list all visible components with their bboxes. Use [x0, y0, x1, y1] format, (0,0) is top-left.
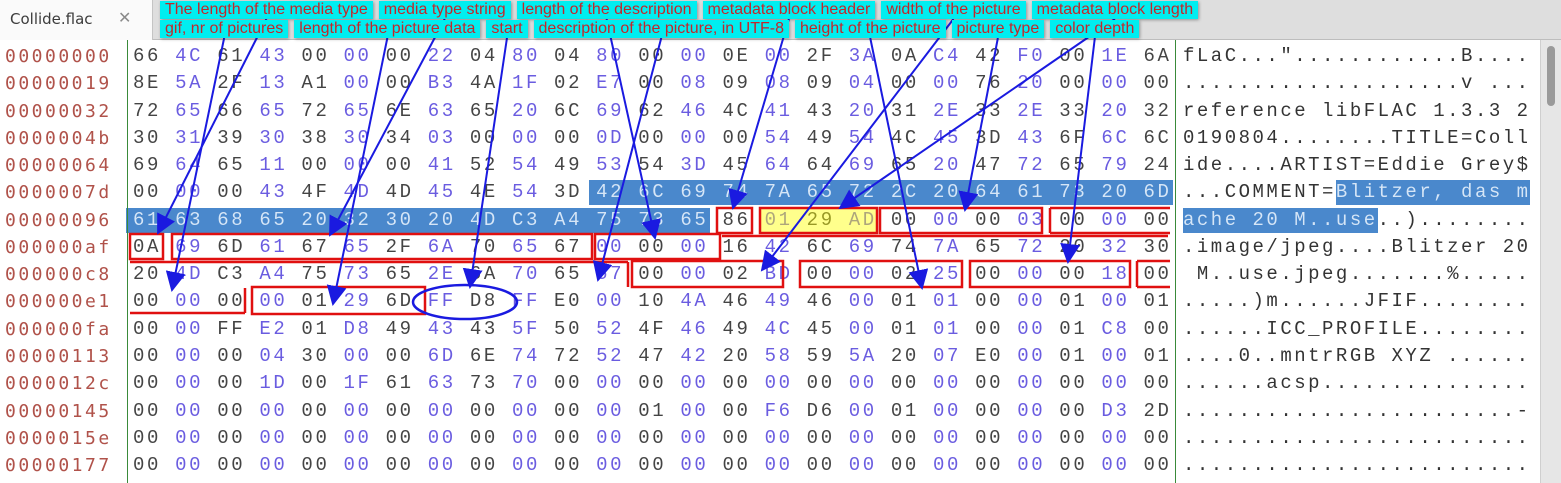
tab-title: Collide.flac: [10, 10, 93, 28]
ascii-text[interactable]: reference libFLAC 1.3.3 2: [1183, 99, 1531, 122]
ascii-text[interactable]: .........................: [1183, 454, 1531, 477]
hex-bytes[interactable]: 66 4C 61 43 00 00 00 22 04 80 04 80 00 0…: [133, 45, 1172, 67]
hex-bytes[interactable]: 8E 5A 2F 13 A1 00 00 B3 4A 1F 02 E7 00 0…: [133, 72, 1172, 95]
callout-panel: The length of the media type media type s…: [160, 1, 1538, 39]
ascii-text[interactable]: fLaC..."............B....: [1183, 45, 1531, 67]
callout-media-type-string: media type string: [378, 1, 511, 19]
hex-bytes[interactable]: 00 00 00 00 00 00 00 00 00 00 00 00 00 0…: [133, 454, 1172, 477]
hex-bytes[interactable]: 00 00 00 00 01 29 6D FF D8 FF E0 00 10 4…: [133, 290, 1172, 313]
callout-picture-data-length: length of the picture data: [294, 20, 481, 38]
hex-bytes[interactable]: 20 4D C3 A4 75 73 65 2E 6A 70 65 67 00 0…: [133, 263, 1172, 286]
callout-description-length: length of the description: [516, 1, 697, 19]
hex-row: 00000000 66 4C 61 43 00 00 00 22 04 80 04…: [0, 44, 1540, 69]
row-offset: 0000007d: [5, 182, 112, 204]
row-offset: 00000096: [5, 209, 112, 231]
hex-bytes[interactable]: 00 00 00 00 00 00 00 00 00 00 00 00 00 0…: [133, 426, 1172, 449]
hex-row: 00000032 72 65 66 65 72 65 6E 63 65 20 6C…: [0, 99, 1540, 124]
close-icon[interactable]: ✕: [118, 8, 132, 27]
row-offset: 00000145: [5, 400, 112, 422]
callout-media-type-length: The length of the media type: [160, 1, 373, 19]
vertical-scrollbar[interactable]: [1540, 40, 1561, 483]
hex-row: 000000fa 00 00 FF E2 01 D8 49 43 43 5F 50…: [0, 317, 1540, 342]
hex-bytes[interactable]: 00 00 FF E2 01 D8 49 43 43 5F 50 52 4F 4…: [133, 317, 1172, 340]
hex-row: 000000e1 00 00 00 00 01 29 6D FF D8 FF E0…: [0, 289, 1540, 314]
ascii-text[interactable]: ......acsp...............: [1183, 372, 1531, 395]
row-offset: 0000015e: [5, 427, 112, 449]
hex-row: 00000145 00 00 00 00 00 00 00 00 00 00 00…: [0, 399, 1540, 424]
hex-bytes[interactable]: 00 00 00 1D 00 1F 61 63 73 70 00 00 00 0…: [133, 372, 1172, 395]
ascii-text[interactable]: .........................: [1183, 426, 1531, 449]
ascii-text[interactable]: ide....ARTIST=Eddie Grey$: [1183, 154, 1531, 177]
callout-metadata-block-header: metadata block header: [702, 1, 876, 19]
hex-row: 00000096 61 63 68 65 20 32 30 20 4D C3 A4…: [0, 207, 1540, 233]
row-offset: 00000000: [5, 46, 112, 67]
row-offset: 000000af: [5, 236, 112, 258]
hex-row: 00000113 00 00 00 04 30 00 00 6D 6E 74 72…: [0, 344, 1540, 369]
hex-bytes[interactable]: 30 31 39 30 38 30 34 03 00 00 00 0D 00 0…: [133, 126, 1172, 149]
scrollbar-thumb[interactable]: [1547, 46, 1555, 106]
ascii-text[interactable]: ....0..mntrRGB XYZ ......: [1183, 344, 1531, 367]
hex-row: 00000064 69 64 65 11 00 00 00 41 52 54 49…: [0, 153, 1540, 178]
hex-row: 0000012c 00 00 00 1D 00 1F 61 63 73 70 00…: [0, 371, 1540, 396]
callout-metadata-block-length: metadata block length: [1031, 1, 1199, 19]
hex-bytes[interactable]: 00 00 00 00 00 00 00 00 00 00 00 00 01 0…: [133, 399, 1172, 422]
ascii-divider: [1175, 40, 1176, 483]
ascii-selection: [1335, 180, 1531, 206]
callout-width: width of the picture: [881, 1, 1026, 19]
callout-picture-type: picture type: [951, 20, 1045, 38]
callout-gif-pictures: gif, nr of pictures: [160, 20, 289, 38]
hex-bytes[interactable]: 00 00 00 43 4F 4D 4D 45 4E 54 3D 42 6C 6…: [133, 181, 1172, 204]
row-offset: 00000113: [5, 345, 112, 367]
hex-bytes[interactable]: 0A 69 6D 61 67 65 2F 6A 70 65 67 00 00 0…: [133, 235, 1172, 258]
hex-bytes[interactable]: 72 65 66 65 72 65 6E 63 65 20 6C 69 62 4…: [133, 99, 1172, 122]
ascii-text[interactable]: 0190804........TITLE=Coll: [1183, 126, 1531, 149]
hex-row: 0000004b 30 31 39 30 38 30 34 03 00 00 00…: [0, 126, 1540, 151]
hex-row: 000000c8 20 4D C3 A4 75 73 65 2E 6A 70 65…: [0, 262, 1540, 287]
ascii-text[interactable]: ......ICC_PROFILE........: [1183, 317, 1531, 340]
row-offset: 0000004b: [5, 127, 112, 149]
hex-row: 0000007d 00 00 00 43 4F 4D 4D 45 4E 54 3D…: [0, 180, 1540, 206]
hex-row: 000000af 0A 69 6D 61 67 65 2F 6A 70 65 67…: [0, 235, 1540, 260]
row-offset: 000000c8: [5, 264, 112, 286]
row-offset: 00000032: [5, 100, 112, 122]
ascii-text[interactable]: ache 20 M..use..)........: [1183, 208, 1531, 231]
callout-color-depth: color depth: [1050, 20, 1140, 38]
hex-bytes[interactable]: 61 63 68 65 20 32 30 20 4D C3 A4 75 73 6…: [133, 208, 1172, 231]
hex-row: 00000177 00 00 00 00 00 00 00 00 00 00 00…: [0, 453, 1540, 478]
ascii-text[interactable]: ...COMMENT=Blitzer, das m: [1183, 181, 1531, 204]
hex-row: 0000015e 00 00 00 00 00 00 00 00 00 00 00…: [0, 426, 1540, 451]
ascii-text[interactable]: .image/jpeg....Blitzer 20: [1183, 235, 1531, 258]
hex-bytes[interactable]: 69 64 65 11 00 00 00 41 52 54 49 53 54 3…: [133, 154, 1172, 177]
ascii-text[interactable]: ....................v ...: [1183, 72, 1531, 95]
ascii-text[interactable]: M..use.jpeg.......%.....: [1183, 263, 1531, 286]
ascii-text[interactable]: ........................-: [1183, 399, 1531, 422]
ascii-selection: [1183, 207, 1378, 233]
hex-bytes[interactable]: 00 00 00 04 30 00 00 6D 6E 74 72 52 47 4…: [133, 344, 1172, 367]
row-offset: 000000fa: [5, 318, 112, 340]
tab-collide-flac[interactable]: Collide.flac ✕: [0, 0, 153, 40]
ascii-text[interactable]: .....)m......JFIF........: [1183, 290, 1531, 313]
callout-height: height of the picture: [794, 20, 946, 38]
offset-divider: [127, 40, 128, 483]
row-offset: 0000012c: [5, 373, 112, 395]
row-offset: 00000177: [5, 455, 112, 477]
callout-description: description of the picture, in UTF-8: [533, 20, 789, 38]
row-offset: 00000019: [5, 73, 112, 95]
callout-start: start: [486, 20, 528, 38]
hex-row: 00000019 8E 5A 2F 13 A1 00 00 B3 4A 1F 02…: [0, 71, 1540, 96]
row-offset: 000000e1: [5, 291, 112, 313]
row-offset: 00000064: [5, 155, 112, 177]
